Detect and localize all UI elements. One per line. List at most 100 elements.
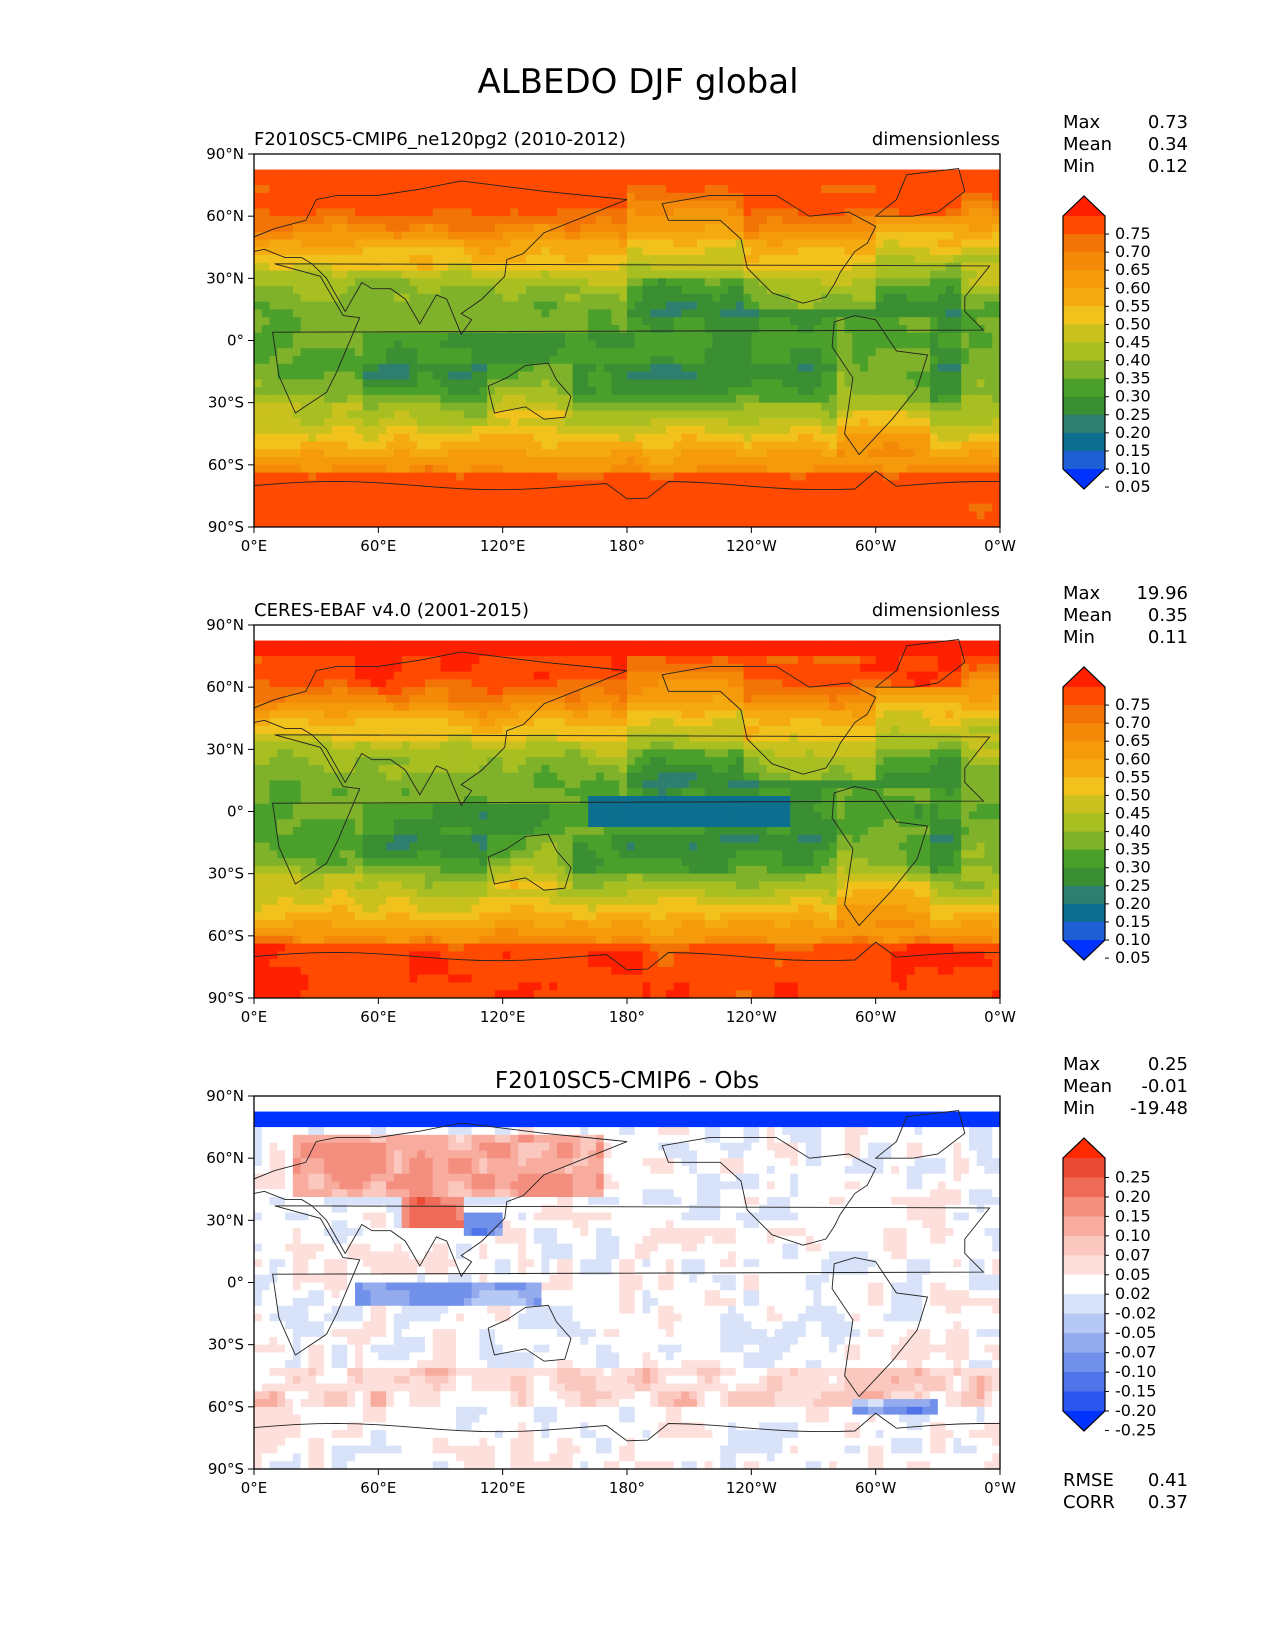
field-cell xyxy=(642,332,651,342)
field-cell xyxy=(502,387,512,396)
field-cell xyxy=(479,632,488,642)
field-cell xyxy=(712,332,721,342)
field-cell xyxy=(751,185,760,194)
field-cell xyxy=(424,278,434,287)
field-cell xyxy=(269,488,278,497)
field-cell xyxy=(984,441,993,450)
field-cell xyxy=(627,441,636,450)
field-cell xyxy=(525,356,535,365)
field-cell xyxy=(906,262,916,272)
field-cell xyxy=(355,216,364,225)
field-cell xyxy=(953,379,962,388)
field-cell xyxy=(689,177,698,186)
field-cell xyxy=(549,441,558,450)
field-cell xyxy=(269,262,278,272)
field-cell xyxy=(557,247,566,256)
field-cell xyxy=(308,387,317,396)
field-cell xyxy=(782,480,791,489)
field-cell xyxy=(766,472,776,481)
field-cell xyxy=(821,278,830,287)
field-cell xyxy=(937,480,947,489)
field-cell xyxy=(790,286,799,295)
field-cell xyxy=(533,309,543,318)
field-cell xyxy=(984,387,993,396)
field-cell xyxy=(580,177,589,186)
field-cell xyxy=(285,332,294,342)
field-cell xyxy=(774,200,784,209)
field-cell xyxy=(292,154,302,163)
field-cell xyxy=(463,632,473,642)
field-cell xyxy=(479,216,488,225)
field-cell xyxy=(976,441,986,450)
field-cell xyxy=(401,418,411,427)
field-cell xyxy=(883,511,892,520)
field-cell xyxy=(292,200,302,209)
field-cell xyxy=(712,480,721,489)
field-cell xyxy=(930,363,939,373)
field-cell xyxy=(424,231,434,241)
field-cell xyxy=(541,169,550,178)
field-cell xyxy=(424,185,434,194)
field-cell xyxy=(673,394,682,404)
field-cell xyxy=(774,348,784,357)
field-cell xyxy=(518,278,527,287)
field-cell xyxy=(658,216,667,225)
field-cell xyxy=(300,441,309,450)
field-cell xyxy=(735,200,745,209)
field-cell xyxy=(323,200,333,209)
field-cell xyxy=(471,410,480,419)
field-cell xyxy=(308,169,317,178)
field-cell xyxy=(689,340,698,349)
field-cell xyxy=(323,208,333,217)
field-cell xyxy=(378,223,387,233)
field-cell xyxy=(401,208,411,217)
field-cell xyxy=(953,363,962,373)
field-cell xyxy=(937,185,947,194)
field-cell xyxy=(440,379,449,388)
field-cell xyxy=(992,317,1000,326)
field-cell xyxy=(704,441,714,450)
field-cell xyxy=(378,247,387,256)
field-cell xyxy=(494,356,504,365)
field-cell xyxy=(254,648,263,657)
field-cell xyxy=(448,511,457,520)
field-cell xyxy=(797,433,807,443)
field-cell xyxy=(813,356,822,365)
field-cell xyxy=(945,208,954,217)
field-cell xyxy=(611,317,620,326)
field-cell xyxy=(471,317,480,326)
field-cell xyxy=(588,169,597,178)
field-cell xyxy=(479,387,488,396)
field-cell xyxy=(595,301,605,311)
field-cell xyxy=(277,247,286,256)
field-cell xyxy=(261,239,271,248)
field-cell xyxy=(689,503,698,513)
field-cell xyxy=(860,356,869,365)
field-cell xyxy=(479,402,488,412)
field-cell xyxy=(844,457,853,466)
field-cell xyxy=(378,480,387,489)
field-cell xyxy=(494,640,504,649)
field-cell xyxy=(743,185,752,194)
field-cell xyxy=(704,270,714,279)
field-cell xyxy=(557,433,566,443)
field-cell xyxy=(735,324,745,334)
field-cell xyxy=(689,169,698,178)
field-cell xyxy=(821,640,830,649)
field-cell xyxy=(331,488,341,497)
field-cell xyxy=(510,324,519,334)
field-cell xyxy=(261,216,271,225)
field-cell xyxy=(968,449,978,458)
field-cell xyxy=(914,495,923,505)
field-cell xyxy=(945,433,954,443)
field-cell xyxy=(821,223,830,233)
field-cell xyxy=(603,169,613,178)
field-cell xyxy=(533,177,543,186)
field-cell xyxy=(525,387,535,396)
field-cell xyxy=(984,625,993,634)
field-cell xyxy=(627,394,636,404)
field-cell xyxy=(603,394,613,404)
field-cell xyxy=(860,632,869,642)
field-cell xyxy=(961,625,970,634)
field-cell xyxy=(790,371,799,380)
